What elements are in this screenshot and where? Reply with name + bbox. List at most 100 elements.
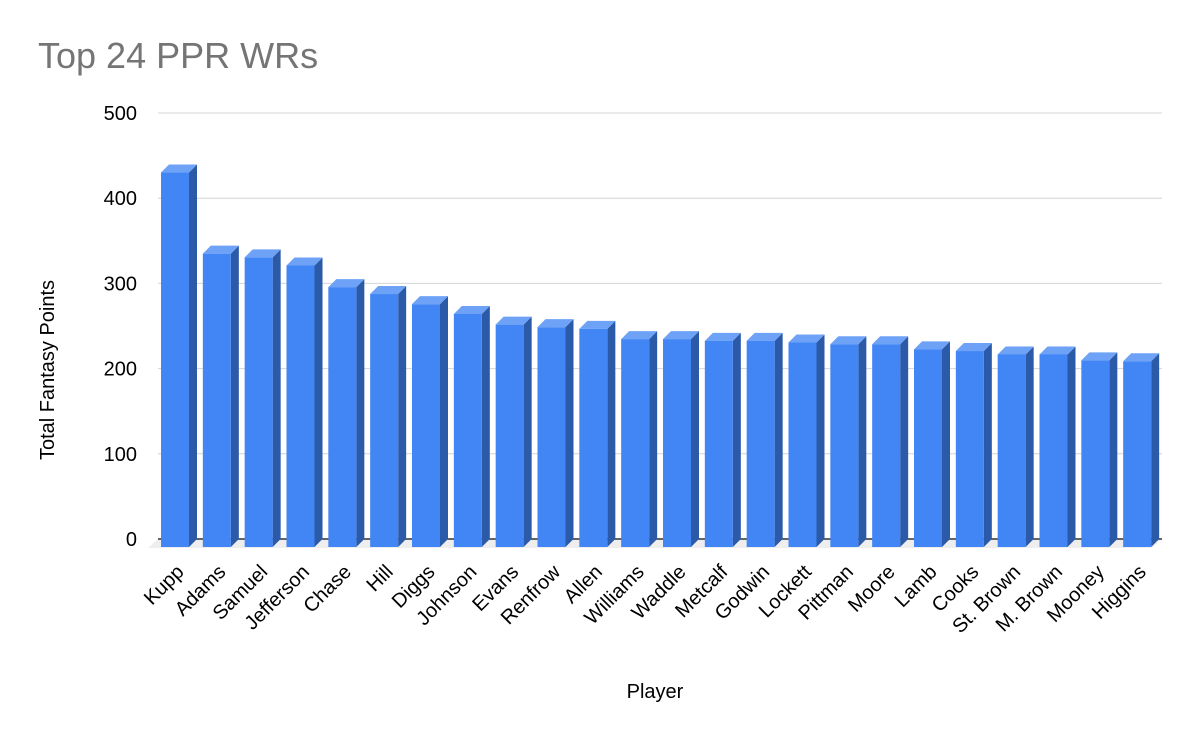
bar-top — [788, 334, 825, 343]
bar-top — [997, 346, 1034, 355]
bar — [286, 257, 323, 547]
bar-side — [189, 164, 197, 547]
bar-top — [286, 257, 323, 266]
bar — [161, 164, 197, 547]
bar — [746, 332, 783, 547]
bar-front — [955, 351, 984, 547]
bar — [1081, 352, 1118, 547]
bar-side — [774, 332, 783, 547]
bar-side — [481, 305, 490, 547]
bar — [328, 279, 365, 547]
bar — [621, 331, 658, 547]
bar-front — [537, 327, 566, 547]
bar-top — [537, 319, 574, 328]
bar-top — [914, 341, 950, 350]
chart-title: Top 24 PPR WRs — [38, 35, 318, 76]
bar — [579, 320, 616, 547]
bar — [955, 343, 992, 547]
y-tick-label: 300 — [104, 273, 137, 295]
bar-top — [328, 279, 365, 288]
bar-side — [1025, 346, 1034, 547]
bar-top — [955, 343, 992, 352]
bar-side — [942, 341, 950, 547]
x-axis-label: Player — [627, 681, 684, 703]
bar-front — [328, 287, 357, 547]
bar-side — [649, 331, 658, 547]
bar-front — [453, 313, 482, 547]
bar — [537, 319, 574, 547]
bar-top — [1039, 346, 1076, 355]
bar-front — [746, 340, 775, 547]
bar-top — [830, 336, 867, 345]
bar-front — [370, 294, 399, 547]
bar-side — [440, 296, 448, 547]
bar-front — [872, 344, 901, 547]
x-tick-label: Hill — [363, 561, 398, 596]
bar-side — [691, 331, 699, 547]
bar — [370, 286, 407, 547]
bar-top — [746, 332, 783, 341]
bar-front — [914, 349, 942, 547]
y-tick-label: 400 — [104, 188, 137, 210]
bar-top — [663, 331, 699, 340]
bar-side — [398, 286, 407, 547]
bar — [997, 346, 1034, 547]
bar — [872, 336, 909, 547]
bar-front — [579, 328, 608, 547]
bar-side — [1151, 353, 1160, 547]
bar-front — [1123, 361, 1152, 547]
bars — [161, 164, 1160, 547]
bar-front — [788, 342, 817, 547]
bar-top — [621, 331, 658, 340]
bar-top — [495, 316, 532, 325]
bar — [830, 336, 867, 547]
bar-front — [1039, 354, 1068, 547]
bar — [412, 296, 448, 547]
bar-side — [983, 343, 992, 547]
bar-side — [1067, 346, 1076, 547]
y-axis-ticks: 0 100 200 300 400 500 — [104, 103, 137, 551]
bar-front — [621, 339, 650, 547]
bar — [914, 341, 950, 547]
bar-side — [314, 257, 323, 547]
bar-front — [830, 344, 859, 547]
bar-side — [230, 245, 239, 547]
bar — [788, 334, 825, 547]
gridlines — [158, 112, 1162, 455]
y-tick-label: 100 — [104, 444, 137, 466]
bar-side — [356, 279, 365, 547]
bar-side — [732, 332, 741, 547]
bar-front — [1081, 360, 1110, 547]
bar-front — [663, 339, 691, 547]
bar — [1123, 353, 1160, 547]
bar-side — [858, 336, 867, 547]
bar — [453, 305, 490, 547]
bar-top — [202, 245, 239, 254]
bar-front — [244, 257, 273, 547]
bar-front — [997, 354, 1026, 547]
bar-side — [607, 320, 616, 547]
bar-side — [900, 336, 909, 547]
y-axis-label: Total Fantasy Points — [37, 280, 59, 460]
bar-side — [565, 319, 574, 547]
bar-top — [370, 286, 407, 295]
bar — [704, 332, 741, 547]
bar-front — [286, 265, 315, 547]
bar-front — [704, 340, 733, 547]
bar-top — [579, 320, 616, 329]
bar-side — [272, 249, 281, 547]
bar-top — [1081, 352, 1118, 361]
bar-top — [412, 296, 448, 305]
bar-top — [453, 305, 490, 314]
bar-top — [872, 336, 909, 345]
bar-front — [412, 304, 440, 547]
y-tick-label: 0 — [126, 529, 137, 551]
bar-front — [202, 253, 231, 547]
y-tick-label: 200 — [104, 359, 137, 381]
bar-front — [161, 172, 189, 547]
bar-side — [1109, 352, 1118, 547]
x-tick-label: Moore — [844, 561, 900, 617]
x-tick-label: Chase — [299, 561, 355, 617]
